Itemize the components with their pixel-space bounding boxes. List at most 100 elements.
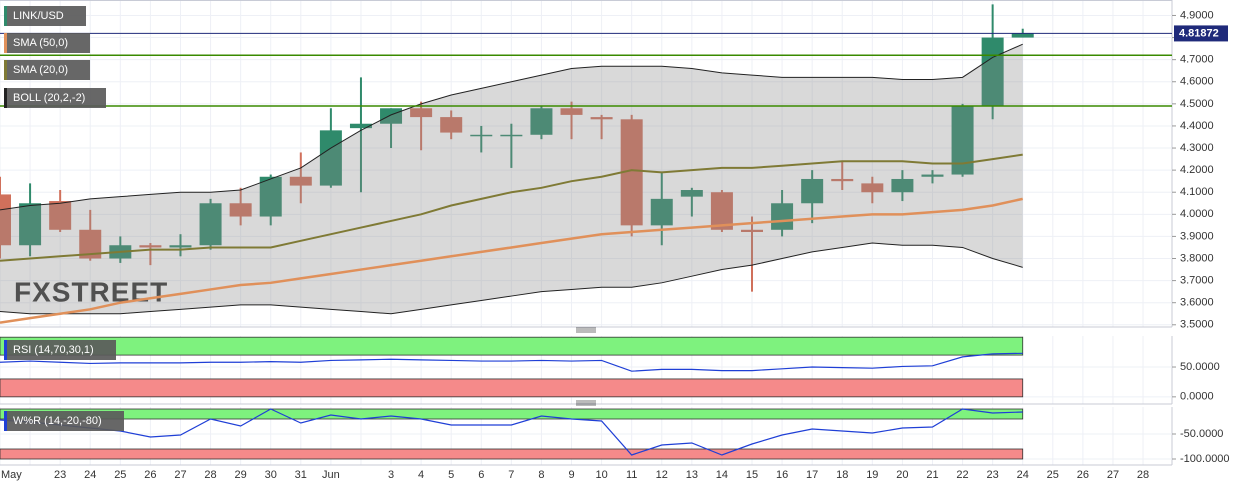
- candle-body: [410, 108, 433, 118]
- candle-body: [19, 203, 42, 246]
- indicator-line: [0, 408, 1023, 456]
- candle-body: [319, 130, 342, 186]
- y-tick-label: 3.9000: [1180, 230, 1214, 242]
- candle-body: [951, 106, 974, 175]
- x-tick-label: 7: [508, 469, 514, 481]
- zone: [0, 448, 1024, 460]
- y-tick-label: -50.0000: [1180, 428, 1223, 440]
- candle-body: [921, 174, 944, 177]
- x-tick-label: 8: [538, 469, 544, 481]
- legend-swatch: [4, 33, 7, 53]
- candle-body: [741, 229, 763, 232]
- watermark: FXSTREET: [14, 276, 168, 307]
- y-tick-label: 50.0000: [1180, 361, 1220, 373]
- candle-body: [139, 245, 162, 248]
- legend-swatch: [4, 6, 7, 26]
- x-tick-label: 27: [174, 469, 186, 481]
- zone: [0, 336, 1024, 356]
- y-tick-label: 4.2000: [1180, 164, 1214, 176]
- x-tick-label: May: [1, 469, 22, 481]
- candle-body: [891, 178, 914, 193]
- candle-body: [771, 203, 794, 230]
- bollinger-band: [0, 44, 1023, 314]
- x-tick-label: 18: [836, 469, 848, 481]
- candle-body: [590, 117, 613, 120]
- x-tick-label: 12: [656, 469, 668, 481]
- bollinger-upper: [0, 43, 1023, 211]
- candle-body: [49, 201, 72, 230]
- legend-label: SMA (20,0): [13, 64, 68, 76]
- x-tick-label: 11: [626, 469, 637, 481]
- candle-body: [650, 198, 673, 226]
- y-tick-label: 0.0000: [1180, 391, 1214, 403]
- x-tick-label: 26: [1077, 469, 1089, 481]
- y-tick-label: 4.1000: [1180, 186, 1214, 198]
- x-tick-label: 22: [956, 469, 968, 481]
- x-tick-label: 6: [478, 469, 484, 481]
- y-tick-label: 3.5000: [1180, 319, 1214, 331]
- y-tick-label: 4.5000: [1180, 98, 1214, 110]
- y-tick-label: 4.0000: [1180, 208, 1214, 220]
- legend-swatch: [4, 60, 7, 80]
- legend-box: [4, 411, 124, 431]
- x-tick-label: 16: [776, 469, 788, 481]
- candle-body: [500, 134, 523, 137]
- x-tick-label: 10: [595, 469, 607, 481]
- candle-body: [229, 203, 252, 217]
- x-tick-label: 13: [686, 469, 698, 481]
- x-tick-label: 28: [1137, 469, 1149, 481]
- legend-label: LINK/USD: [13, 10, 64, 22]
- x-tick-label: 25: [114, 469, 126, 481]
- legend-label: BOLL (20,2,-2): [13, 92, 85, 104]
- y-tick-label: 4.6000: [1180, 76, 1214, 88]
- x-tick-label: 9: [568, 469, 574, 481]
- candle-body: [199, 203, 222, 246]
- x-tick-label: Jun: [322, 469, 340, 481]
- x-tick-label: 25: [1047, 469, 1059, 481]
- x-tick-label: 4: [418, 469, 424, 481]
- x-tick-label: 28: [204, 469, 216, 481]
- candle-body: [620, 119, 643, 226]
- candle-body: [79, 229, 102, 259]
- candle-body: [560, 108, 583, 115]
- x-tick-label: 29: [235, 469, 247, 481]
- candle-body: [289, 176, 312, 186]
- y-tick-label: 3.8000: [1180, 252, 1214, 264]
- x-tick-label: 30: [265, 469, 277, 481]
- legend-swatch: [4, 340, 7, 360]
- y-tick-label: 4.3000: [1180, 142, 1214, 154]
- y-tick-label: 3.7000: [1180, 275, 1214, 287]
- y-tick-label: -100.0000: [1180, 453, 1230, 465]
- x-tick-label: 27: [1107, 469, 1119, 481]
- legend-swatch: [4, 88, 7, 108]
- x-tick-label: 5: [448, 469, 454, 481]
- candle-body: [801, 178, 824, 204]
- legend-box: [4, 88, 106, 108]
- x-tick-label: 17: [806, 469, 818, 481]
- x-tick-label: 26: [144, 469, 156, 481]
- x-tick-label: 19: [866, 469, 878, 481]
- legend-box: [4, 6, 86, 26]
- bollinger-lower: [0, 242, 1023, 315]
- x-tick-label: 3: [388, 469, 394, 481]
- y-tick-label: 4.9000: [1180, 9, 1214, 21]
- candle-body: [440, 117, 463, 133]
- candle-body: [0, 194, 11, 246]
- candle-body: [831, 178, 854, 182]
- x-tick-label: 24: [1017, 469, 1029, 481]
- candle-body: [1011, 33, 1034, 38]
- x-tick-label: 21: [926, 469, 938, 481]
- sma-line: [0, 197, 1023, 324]
- candle-body: [470, 134, 493, 137]
- x-tick-label: 23: [54, 469, 66, 481]
- y-tick-label: 4.4000: [1180, 120, 1214, 132]
- candle-body: [861, 183, 884, 193]
- candle-body: [680, 190, 703, 197]
- sma-line: [0, 153, 1023, 262]
- legend-label: SMA (50,0): [13, 37, 68, 49]
- x-tick-label: 23: [987, 469, 999, 481]
- y-tick-label: 3.6000: [1180, 297, 1214, 309]
- x-tick-label: 20: [896, 469, 908, 481]
- candle-body: [710, 192, 733, 230]
